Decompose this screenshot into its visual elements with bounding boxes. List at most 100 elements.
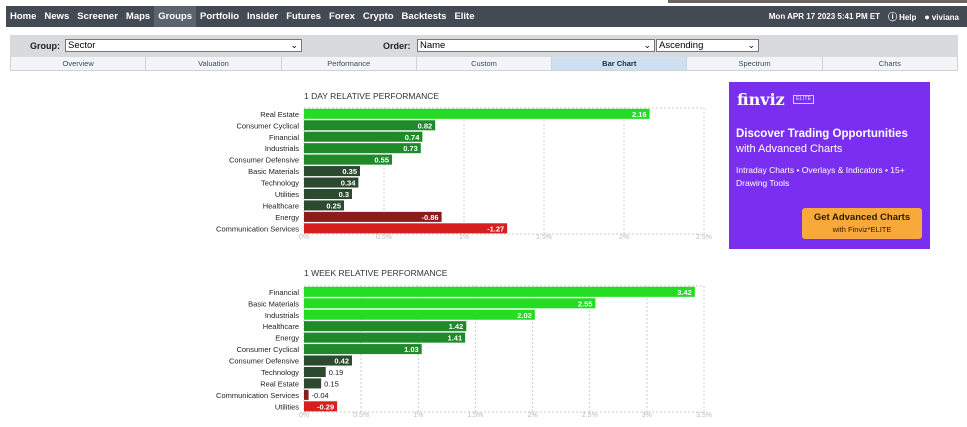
- category-label: Consumer Cyclical: [236, 121, 299, 130]
- x-tick-label: 2%: [619, 234, 629, 241]
- bar[interactable]: [304, 143, 421, 154]
- help-circle-icon: ⓘ: [888, 12, 898, 22]
- group-select[interactable]: Sector ⌄: [65, 39, 302, 52]
- bar[interactable]: [304, 154, 392, 165]
- tab-custom[interactable]: Custom: [417, 57, 553, 70]
- ad-headline: Discover Trading Opportunities: [736, 128, 908, 140]
- category-label: Energy: [275, 213, 299, 222]
- bar[interactable]: [304, 188, 352, 199]
- bar[interactable]: [304, 131, 423, 142]
- bar[interactable]: [304, 378, 322, 389]
- category-label: Industrials: [265, 144, 299, 153]
- group-label: Group:: [30, 41, 60, 51]
- bar[interactable]: [304, 344, 422, 355]
- thumbnail-strip: [668, 0, 967, 3]
- nav-futures[interactable]: Futures: [286, 11, 322, 22]
- bar[interactable]: [304, 309, 535, 320]
- order-label: Order:: [383, 41, 411, 51]
- bar[interactable]: [304, 177, 359, 188]
- bar[interactable]: [304, 120, 436, 131]
- value-label: 0.55: [374, 156, 389, 165]
- value-label: 0.73: [403, 144, 418, 153]
- nav-insider[interactable]: Insider: [247, 11, 279, 22]
- browser-top-strip: [0, 0, 967, 6]
- nav-elite[interactable]: Elite: [454, 11, 475, 22]
- category-label: Energy: [275, 334, 299, 343]
- nav-portfolio[interactable]: Portfolio: [199, 11, 240, 22]
- bar[interactable]: [304, 200, 344, 211]
- value-label: 2.02: [517, 311, 532, 320]
- ad-button-sub: with Finviz*ELITE: [832, 225, 892, 234]
- x-tick-label: 0.5%: [353, 412, 369, 419]
- nav-forex[interactable]: Forex: [329, 11, 355, 22]
- x-tick-label: 2%: [528, 412, 538, 419]
- order-select[interactable]: Name ⌄: [417, 39, 655, 52]
- bar[interactable]: [304, 286, 695, 297]
- help-link[interactable]: ⓘ Help: [888, 10, 916, 23]
- category-label: Consumer Defensive: [229, 357, 299, 366]
- category-label: Utilities: [275, 190, 299, 199]
- bar[interactable]: [304, 366, 326, 377]
- category-label: Financial: [269, 133, 299, 142]
- ad-banner[interactable]: finviz ELITE Discover Trading Opportunit…: [729, 82, 930, 249]
- category-label: Consumer Defensive: [229, 156, 299, 165]
- nav-backtests[interactable]: Backtests: [401, 11, 447, 22]
- value-label: 0.42: [334, 357, 349, 366]
- category-label: Utilities: [275, 402, 299, 411]
- get-advanced-charts-button[interactable]: Get Advanced Charts with Finviz*ELITE: [802, 208, 922, 239]
- bar[interactable]: [304, 389, 309, 400]
- value-label: -0.04: [312, 391, 329, 400]
- help-label: Help: [899, 13, 917, 22]
- finviz-logo: finviz: [737, 90, 785, 109]
- value-label: -0.29: [317, 402, 334, 411]
- category-label: Consumer Cyclical: [236, 345, 299, 354]
- x-tick-label: 1%: [459, 234, 469, 241]
- bar[interactable]: [304, 166, 360, 177]
- elite-badge: ELITE: [793, 95, 815, 104]
- value-label: 2.16: [632, 110, 647, 119]
- bar[interactable]: [304, 321, 467, 332]
- nav-home[interactable]: Home: [10, 11, 37, 22]
- x-tick-label: 0%: [299, 234, 309, 241]
- user-label: viviana: [931, 12, 959, 22]
- tab-overview[interactable]: Overview: [11, 57, 147, 70]
- bar[interactable]: [304, 211, 442, 222]
- category-label: Communication Services: [216, 391, 299, 400]
- direction-select[interactable]: Ascending ⌄: [656, 39, 759, 52]
- bar[interactable]: [304, 223, 508, 234]
- value-label: 1.41: [448, 334, 463, 343]
- value-label: 0.15: [324, 379, 339, 388]
- category-label: Financial: [269, 288, 299, 297]
- tab-performance[interactable]: Performance: [282, 57, 417, 70]
- ad-features: Intraday Charts • Overlays & Indicators …: [736, 165, 905, 188]
- value-label: 0.34: [341, 179, 356, 188]
- tab-spectrum[interactable]: Spectrum: [687, 57, 823, 70]
- tab-charts[interactable]: Charts: [878, 59, 901, 68]
- value-label: 0.35: [342, 167, 357, 176]
- bar[interactable]: [304, 401, 338, 412]
- nav-screener[interactable]: Screener: [77, 11, 118, 22]
- user-menu[interactable]: ● viviana: [924, 12, 959, 22]
- x-tick-label: 0.5%: [376, 234, 392, 241]
- nav-news[interactable]: News: [44, 11, 70, 22]
- bar[interactable]: [304, 332, 466, 343]
- value-label: -1.27: [487, 224, 504, 233]
- bar[interactable]: [304, 108, 650, 119]
- nav-maps[interactable]: Maps: [125, 11, 151, 22]
- bar[interactable]: [304, 355, 352, 366]
- filter-bar: Group: Sector ⌄ Order: Name ⌄ Ascending ⌄: [10, 35, 958, 57]
- x-tick-label: 1.5%: [467, 412, 483, 419]
- x-tick-label: 0%: [299, 412, 309, 419]
- nav-crypto[interactable]: Crypto: [362, 11, 394, 22]
- bar[interactable]: [304, 298, 596, 309]
- tab-bar-chart[interactable]: Bar Chart: [552, 57, 688, 70]
- tab-valuation[interactable]: Valuation: [146, 57, 282, 70]
- category-label: Healthcare: [263, 201, 299, 210]
- category-label: Basic Materials: [248, 167, 299, 176]
- value-label: 3.42: [677, 288, 692, 297]
- nav-groups[interactable]: Groups: [154, 6, 196, 27]
- value-label: 1.03: [404, 345, 419, 354]
- datetime-text: Mon APR 17 2023 5:41 PM ET: [768, 12, 881, 21]
